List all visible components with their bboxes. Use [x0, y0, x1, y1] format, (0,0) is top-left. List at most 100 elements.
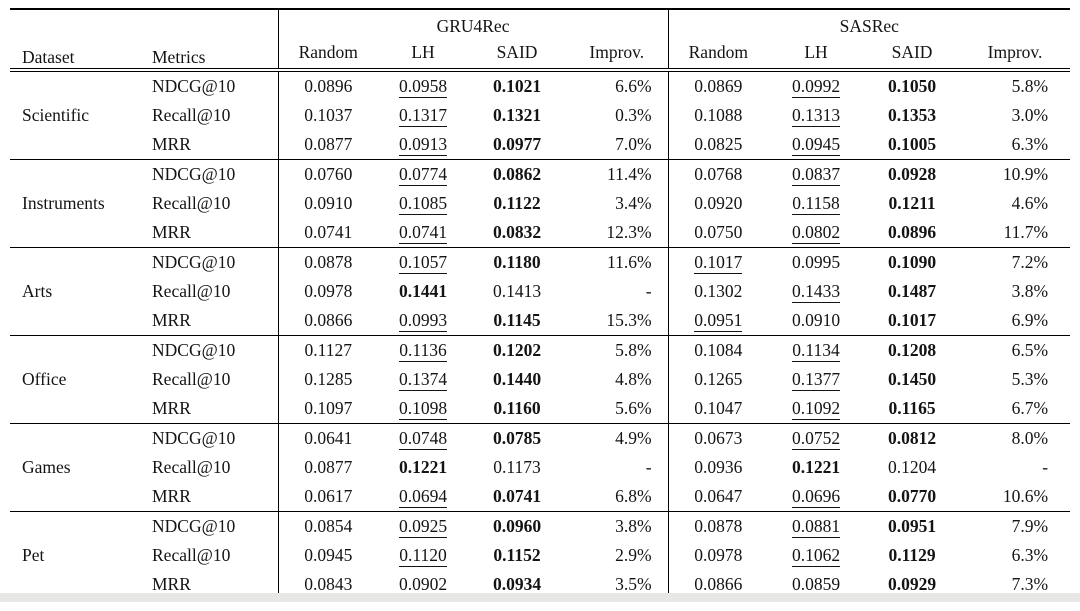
value-cell: 0.1017 [668, 248, 768, 278]
metric-value: 0.1134 [792, 340, 840, 362]
metric-value: 0.1173 [493, 457, 541, 477]
metric-name-cell: MRR [150, 394, 279, 424]
metric-value: 0.0929 [887, 574, 937, 594]
metric-value: 7.9% [1011, 516, 1049, 536]
metric-value: 0.1180 [493, 252, 541, 272]
value-cell: 0.1413 [468, 277, 566, 306]
value-cell: 0.1440 [468, 365, 566, 394]
table-row: Games NDCG@10 0.0641 0.0748 0.0785 4.9% 0.0673… [10, 423, 1070, 512]
metric-value: 15.3% [606, 310, 652, 330]
metric-value: 6.5% [1011, 340, 1049, 360]
metric-value: 0.1433 [791, 281, 841, 303]
improv-cell: 5.6% [566, 394, 669, 424]
improv-cell: 6.3% [960, 541, 1070, 570]
metric-value: 0.0877 [304, 134, 353, 154]
value-cell: 0.0696 [768, 482, 865, 512]
value-cell: 0.0802 [768, 218, 865, 248]
metric-value: 0.1084 [694, 340, 743, 360]
col-group-sasrec: SASRec [839, 16, 899, 36]
value-cell: 0.1211 [864, 189, 960, 218]
metric-value: 3.0% [1011, 105, 1049, 125]
metric-name-cell: NDCG@10 [150, 511, 279, 541]
improv-cell: 7.2% [960, 248, 1070, 278]
metric-value: 12.3% [606, 222, 652, 242]
value-cell: 0.1145 [468, 306, 566, 336]
value-cell: 0.1127 [278, 336, 378, 366]
value-cell: 0.0770 [864, 482, 961, 512]
dataset-name-cell: Games [10, 423, 150, 512]
value-cell: 0.1433 [768, 277, 864, 306]
value-cell: 0.1017 [864, 306, 961, 336]
value-cell: 0.0945 [278, 541, 378, 570]
value-cell: 0.0992 [768, 70, 864, 101]
value-cell: 0.0978 [278, 277, 378, 306]
metric-value: 0.0951 [887, 516, 937, 536]
value-cell: 0.1134 [768, 336, 864, 366]
metric-value: 0.0910 [304, 193, 353, 213]
metric-value: 0.0641 [304, 428, 353, 448]
improv-cell: 3.4% [566, 189, 669, 218]
dataset-name-cell: Scientific [10, 70, 150, 160]
col-header-dataset: Dataset [10, 9, 150, 72]
metric-value: 6.8% [615, 486, 652, 506]
col-header-sasrec-improv: Improv. [960, 37, 1071, 72]
metric-name-cell: MRR [150, 482, 279, 512]
metric-name-cell: Recall@10 [150, 365, 279, 394]
metric-value: 0.1136 [399, 340, 447, 362]
improv-cell: 10.9% [960, 160, 1070, 190]
improv-cell: 3.8% [566, 511, 669, 541]
improv-cell: 12.3% [566, 218, 669, 248]
value-cell: 0.0854 [278, 512, 378, 542]
value-cell: 0.0825 [668, 130, 769, 160]
metric-value: 0.3% [615, 105, 652, 125]
metric-value: 0.0694 [398, 486, 448, 508]
metric-value: - [1042, 457, 1049, 477]
metric-value: - [645, 281, 652, 301]
metric-value: 0.0741 [492, 486, 542, 506]
metric-value: 11.6% [606, 252, 652, 272]
metric-value: 0.0854 [304, 516, 353, 536]
metric-name-cell: MRR [150, 218, 279, 248]
metric-name-cell: Recall@10 [150, 541, 279, 570]
value-cell: 0.0896 [278, 70, 378, 101]
metric-value: 0.1221 [398, 457, 448, 477]
metric-value: 6.9% [1011, 310, 1049, 330]
metric-value: 11.4% [606, 164, 652, 184]
metric-value: 3.8% [615, 516, 652, 536]
metric-value: 0.1353 [887, 105, 937, 125]
metric-value: 5.8% [1011, 76, 1049, 96]
value-cell: 0.0673 [668, 424, 768, 454]
metric-value: 11.7% [1003, 222, 1049, 242]
metric-value: 0.0760 [304, 164, 353, 184]
value-cell: 0.1313 [768, 101, 864, 130]
value-cell: 0.1122 [468, 189, 566, 218]
value-cell: 0.1317 [378, 101, 468, 130]
value-cell: 0.0881 [768, 512, 864, 542]
value-cell: 0.1377 [768, 365, 864, 394]
metric-name-cell: NDCG@10 [150, 247, 279, 277]
value-cell: 0.1180 [468, 248, 566, 278]
metric-value: 0.1037 [304, 105, 353, 125]
table-row: MRR 0.0617 0.0694 0.0741 6.8% 0.0647 0.0696 0.0… [10, 482, 1071, 512]
dataset-name-cell: Office [10, 335, 150, 424]
improv-cell: 6.3% [960, 130, 1071, 160]
metric-value: 0.1317 [398, 105, 448, 127]
metric-value: 0.0945 [304, 545, 353, 565]
metric-value: 3.4% [615, 193, 652, 213]
value-cell: 0.1088 [668, 101, 768, 130]
col-header-sasrec-random: Random [668, 37, 769, 72]
value-cell: 0.0785 [468, 424, 566, 454]
metric-value: 0.1047 [694, 398, 743, 418]
metric-name-cell: MRR [150, 130, 279, 160]
metric-value: 8.0% [1011, 428, 1049, 448]
col-header-sasrec-said: SAID [864, 37, 961, 72]
value-cell: 0.0832 [468, 218, 566, 248]
dataset-name-cell: Pet [10, 511, 150, 602]
value-cell: 0.0741 [468, 482, 566, 512]
metric-value: 0.1487 [887, 281, 937, 301]
value-cell: 0.0878 [668, 512, 768, 542]
improv-cell: 5.8% [566, 335, 669, 365]
col-header-gru4rec-said: SAID [468, 37, 566, 72]
value-cell: 0.0925 [378, 512, 468, 542]
value-cell: 0.0920 [668, 189, 768, 218]
